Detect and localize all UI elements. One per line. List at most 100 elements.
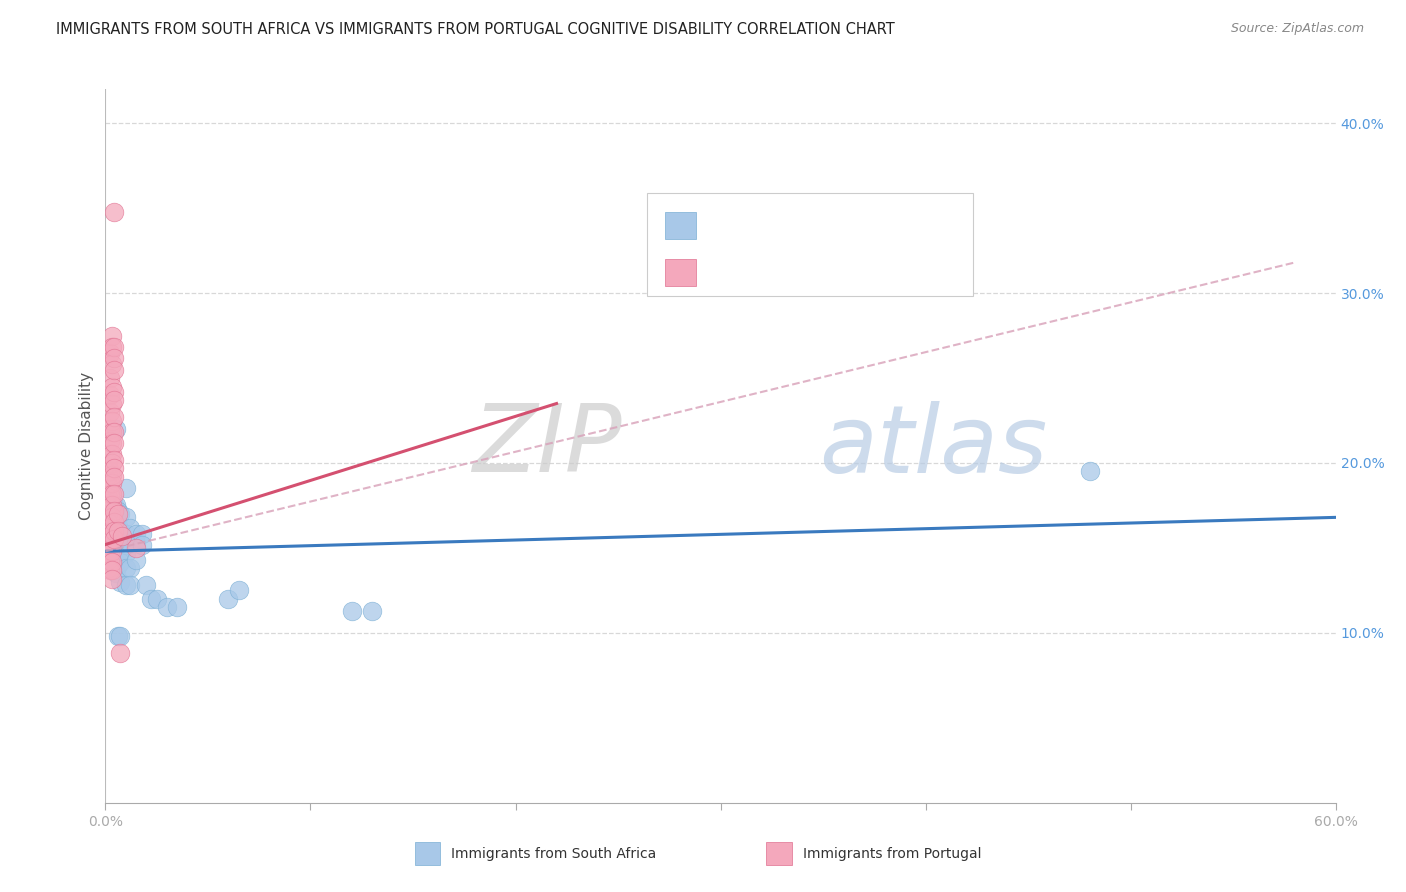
Point (120, 536, 141, 550)
Point (98, 371, 121, 385)
Point (125, 553, 148, 567)
Point (98, 510, 121, 524)
Point (100, 358, 122, 372)
Point (96, 467, 118, 482)
Text: 0.283: 0.283 (740, 265, 786, 280)
Text: 31: 31 (823, 219, 848, 233)
Point (103, 461, 125, 475)
Text: atlas: atlas (818, 401, 1047, 491)
Point (96, 478, 118, 492)
Point (104, 510, 127, 524)
Point (100, 379, 122, 393)
Point (98, 476, 121, 491)
Point (115, 561, 138, 575)
Point (120, 520, 141, 534)
Text: R =: R = (706, 219, 741, 233)
Point (98, 563, 121, 577)
Text: ZIP: ZIP (472, 401, 621, 491)
Point (108, 507, 131, 521)
Point (96, 536, 118, 550)
Point (96, 516, 118, 530)
Point (103, 425, 125, 440)
Point (107, 544, 129, 558)
Point (120, 578, 141, 592)
Point (115, 537, 138, 551)
Point (103, 384, 125, 399)
Point (361, 604, 384, 618)
Point (103, 393, 125, 408)
Point (103, 524, 125, 538)
Point (107, 519, 129, 533)
Text: Immigrants from South Africa: Immigrants from South Africa (451, 847, 657, 861)
Point (103, 520, 125, 534)
Point (98, 465, 121, 479)
Point (98, 544, 121, 558)
Point (340, 604, 363, 618)
Point (98, 434, 121, 448)
Point (1078, 465, 1101, 479)
Point (115, 578, 138, 592)
Point (100, 476, 122, 491)
Point (103, 351, 125, 365)
Point (100, 516, 122, 530)
Point (100, 413, 122, 427)
Point (100, 572, 122, 586)
Point (108, 646, 131, 660)
Point (135, 578, 157, 592)
Text: 70: 70 (823, 265, 844, 280)
Point (115, 510, 138, 524)
Point (107, 533, 129, 547)
Point (100, 435, 122, 450)
Point (107, 629, 129, 643)
Point (96, 490, 118, 504)
Point (108, 536, 131, 550)
Point (166, 600, 188, 615)
Point (98, 405, 121, 419)
Point (103, 527, 125, 541)
Point (100, 425, 122, 440)
Point (104, 544, 127, 558)
Text: IMMIGRANTS FROM SOUTH AFRICA VS IMMIGRANTS FROM PORTUGAL COGNITIVE DISABILITY CO: IMMIGRANTS FROM SOUTH AFRICA VS IMMIGRAN… (56, 22, 896, 37)
Point (100, 549, 122, 564)
Point (100, 544, 122, 558)
Point (100, 328, 122, 343)
Point (98, 448, 121, 462)
Point (96, 527, 118, 541)
Point (107, 558, 129, 572)
Point (108, 629, 131, 643)
Point (100, 533, 122, 547)
Text: Immigrants from Portugal: Immigrants from Portugal (803, 847, 981, 861)
Point (131, 527, 153, 541)
Y-axis label: Cognitive Disability: Cognitive Disability (79, 372, 94, 520)
Point (104, 520, 127, 534)
Point (100, 555, 122, 569)
Point (103, 499, 125, 513)
Point (103, 452, 125, 467)
Point (98, 555, 121, 569)
Point (100, 486, 122, 500)
Point (103, 486, 125, 500)
Point (98, 499, 121, 513)
Point (96, 499, 118, 513)
Point (115, 546, 138, 560)
Point (103, 503, 125, 517)
Point (156, 600, 179, 615)
Point (103, 469, 125, 483)
Point (131, 537, 153, 551)
Point (96, 553, 118, 567)
Point (103, 516, 125, 530)
Point (100, 541, 122, 555)
Point (103, 510, 125, 524)
Point (103, 537, 125, 551)
Point (218, 591, 240, 606)
Point (103, 533, 125, 547)
Point (108, 524, 131, 538)
Point (96, 507, 118, 521)
Point (98, 345, 121, 359)
Point (98, 520, 121, 534)
Point (100, 563, 122, 577)
Point (125, 536, 148, 550)
Point (98, 422, 121, 436)
Point (103, 362, 125, 376)
Point (96, 456, 118, 470)
